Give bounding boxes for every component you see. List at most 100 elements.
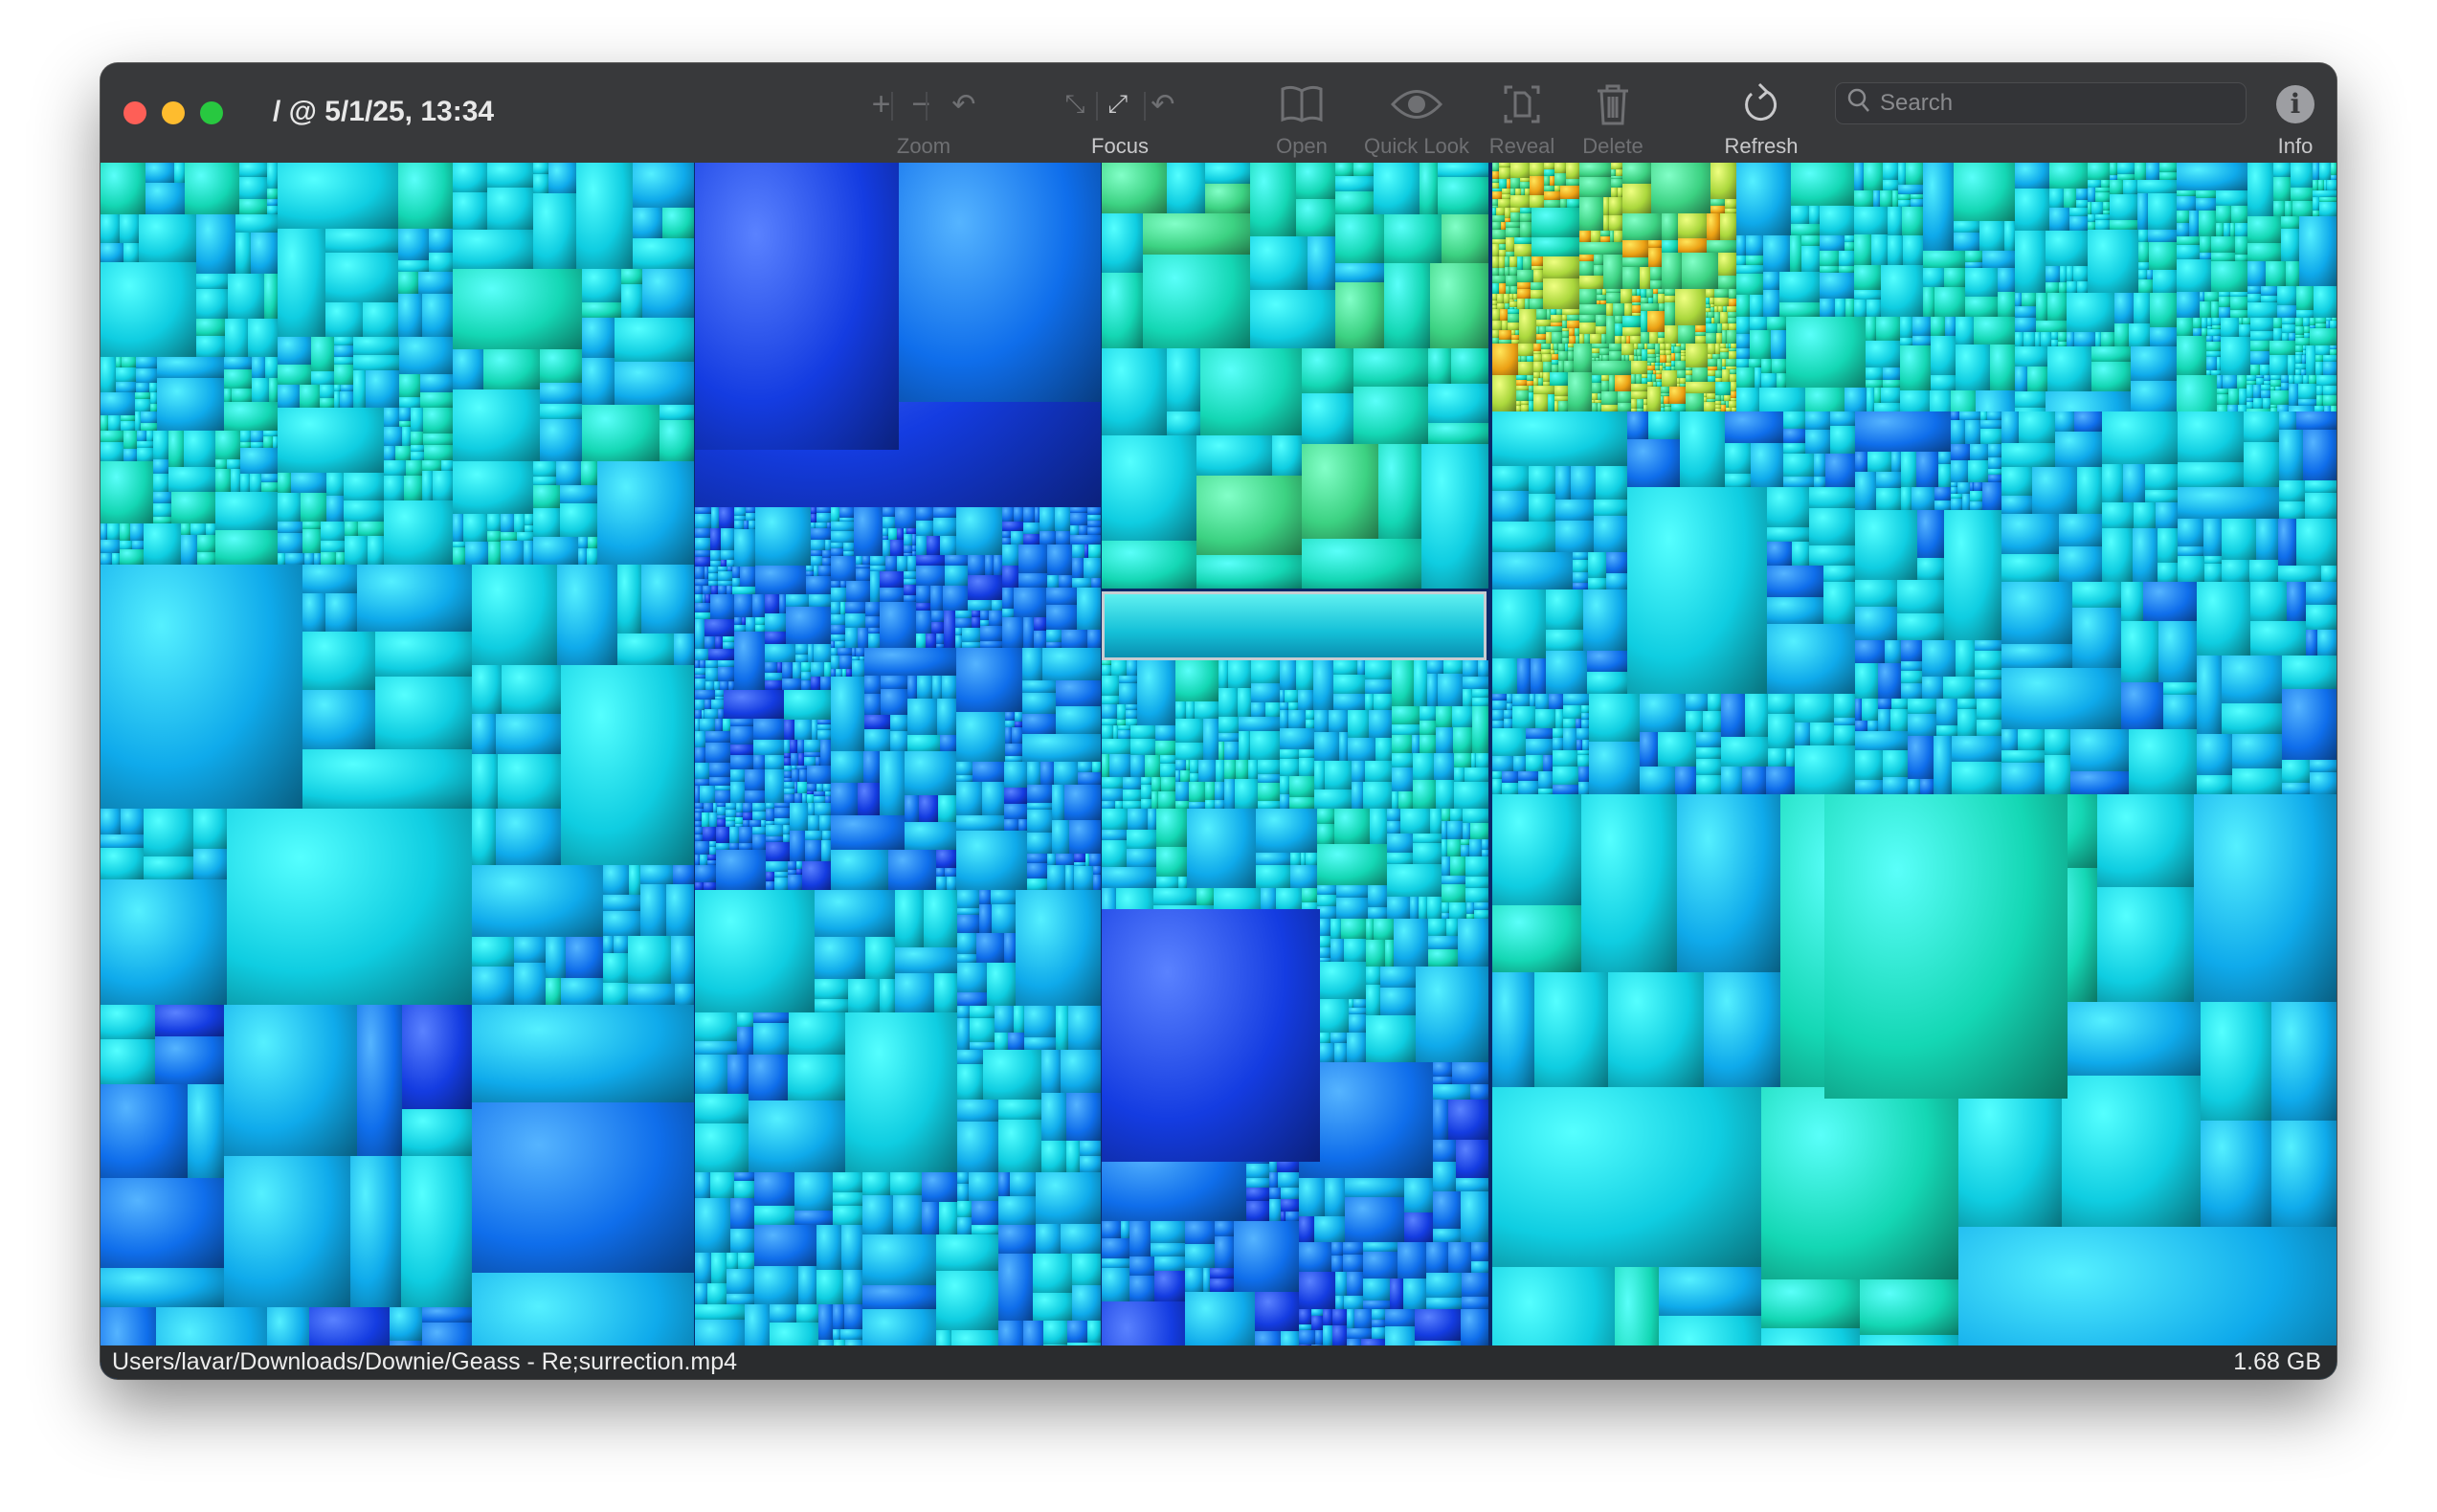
treemap-cell[interactable] — [1577, 755, 1589, 767]
treemap-cell[interactable] — [1175, 760, 1186, 770]
treemap-cell[interactable] — [2315, 318, 2326, 323]
treemap-cell[interactable] — [843, 543, 854, 551]
treemap-cell[interactable] — [868, 628, 880, 634]
treemap-cell[interactable] — [945, 555, 968, 566]
treemap-cell[interactable] — [702, 812, 709, 827]
treemap-cell[interactable] — [796, 869, 802, 875]
treemap-cell[interactable] — [2095, 220, 2110, 230]
treemap-cell[interactable] — [1510, 178, 1520, 189]
treemap-cell[interactable] — [1129, 1276, 1154, 1301]
treemap-cell[interactable] — [227, 459, 240, 469]
treemap-cell[interactable] — [1438, 674, 1463, 706]
treemap-cell[interactable] — [2207, 329, 2221, 336]
treemap-cell[interactable] — [1299, 1309, 1311, 1324]
treemap-cell[interactable] — [1592, 348, 1599, 353]
treemap-cell[interactable] — [2319, 202, 2336, 216]
treemap-cell[interactable] — [726, 821, 735, 827]
treemap-cell[interactable] — [1666, 367, 1671, 370]
treemap-cell[interactable] — [2230, 223, 2235, 236]
treemap-cell[interactable] — [916, 634, 926, 648]
treemap-cell[interactable] — [1472, 698, 1488, 706]
treemap-cell[interactable] — [1606, 316, 1615, 344]
treemap-cell[interactable] — [1415, 1309, 1461, 1341]
treemap-cell[interactable] — [1578, 782, 1589, 794]
treemap-cell[interactable] — [1117, 704, 1126, 720]
treemap-cell[interactable] — [1366, 967, 1380, 985]
treemap-cell[interactable] — [831, 625, 845, 634]
treemap-cell[interactable] — [101, 523, 107, 540]
treemap-cell[interactable] — [1647, 370, 1653, 374]
treemap-cell[interactable] — [715, 690, 724, 697]
treemap-cell[interactable] — [2318, 180, 2324, 190]
treemap-cell[interactable] — [1280, 710, 1288, 728]
treemap-cell[interactable] — [1492, 728, 1526, 756]
treemap-cell[interactable] — [144, 523, 181, 565]
treemap-cell[interactable] — [2282, 656, 2336, 689]
treemap-cell[interactable] — [251, 233, 278, 274]
treemap-cell[interactable] — [1560, 199, 1567, 208]
treemap-cell[interactable] — [2062, 1076, 2201, 1227]
treemap-cell[interactable] — [2134, 502, 2156, 528]
treemap-cell[interactable] — [1722, 330, 1727, 344]
treemap-cell[interactable] — [1615, 375, 1631, 391]
treemap-cell[interactable] — [1323, 1309, 1332, 1325]
treemap-cell[interactable] — [766, 861, 788, 872]
treemap-cell[interactable] — [730, 1229, 754, 1253]
treemap-cell[interactable] — [1317, 844, 1387, 885]
treemap-cell[interactable] — [603, 936, 614, 953]
treemap-cell[interactable] — [1068, 1006, 1101, 1050]
treemap-cell[interactable] — [1779, 272, 1820, 302]
treemap-cell[interactable] — [801, 662, 811, 672]
treemap-cell[interactable] — [278, 473, 291, 493]
treemap-cell[interactable] — [907, 699, 937, 735]
treemap-cell[interactable] — [798, 753, 804, 766]
treemap-cell[interactable] — [1855, 721, 1867, 731]
treemap-cell[interactable] — [1196, 555, 1302, 589]
treemap-cell[interactable] — [224, 402, 278, 431]
treemap-cell[interactable] — [2103, 202, 2110, 211]
treemap-cell[interactable] — [695, 803, 704, 809]
treemap-cell[interactable] — [582, 358, 615, 405]
treemap-cell[interactable] — [314, 553, 321, 565]
treemap-cell[interactable] — [1392, 791, 1398, 809]
treemap-cell[interactable] — [1087, 630, 1101, 648]
treemap-cell[interactable] — [734, 507, 746, 516]
treemap-cell[interactable] — [904, 571, 916, 579]
treemap-cell[interactable] — [1951, 499, 1962, 510]
treemap-cell[interactable] — [1497, 294, 1504, 303]
treemap-cell[interactable] — [235, 214, 278, 233]
treemap-cell[interactable] — [1549, 694, 1563, 709]
treemap-cell[interactable] — [709, 777, 730, 786]
treemap-cell[interactable] — [808, 803, 815, 815]
treemap-cell[interactable] — [1855, 699, 1862, 721]
treemap-cell[interactable] — [1954, 163, 2015, 221]
treemap-cell[interactable] — [582, 302, 621, 318]
treemap-cell[interactable] — [980, 611, 989, 620]
treemap-cell[interactable] — [749, 1101, 845, 1172]
treemap-cell[interactable] — [1102, 754, 1109, 777]
treemap-cell[interactable] — [2295, 326, 2304, 335]
treemap-cell[interactable] — [695, 690, 715, 700]
treemap-cell[interactable] — [998, 1100, 1041, 1120]
treemap-cell[interactable] — [1087, 507, 1101, 515]
treemap-cell[interactable] — [2123, 464, 2145, 502]
treemap-cell[interactable] — [973, 762, 1004, 782]
treemap-cell[interactable] — [345, 536, 368, 565]
treemap-cell[interactable] — [822, 558, 831, 566]
treemap-cell[interactable] — [1426, 1242, 1448, 1273]
treemap-cell[interactable] — [1606, 552, 1627, 573]
treemap-cell[interactable] — [278, 408, 384, 473]
treemap-cell[interactable] — [1492, 321, 1502, 330]
treemap-cell[interactable] — [411, 408, 423, 432]
treemap-cell[interactable] — [801, 672, 811, 680]
treemap-cell[interactable] — [695, 779, 709, 786]
treemap-cell[interactable] — [2278, 519, 2296, 566]
treemap-cell[interactable] — [1703, 711, 1721, 732]
treemap-cell[interactable] — [2055, 411, 2074, 432]
treemap-cell[interactable] — [641, 565, 694, 634]
treemap-cell[interactable] — [1413, 753, 1434, 780]
treemap-cell[interactable] — [1677, 378, 1680, 384]
treemap-cell[interactable] — [1538, 378, 1543, 386]
treemap-cell[interactable] — [1900, 338, 1912, 345]
treemap-cell[interactable] — [395, 446, 411, 460]
